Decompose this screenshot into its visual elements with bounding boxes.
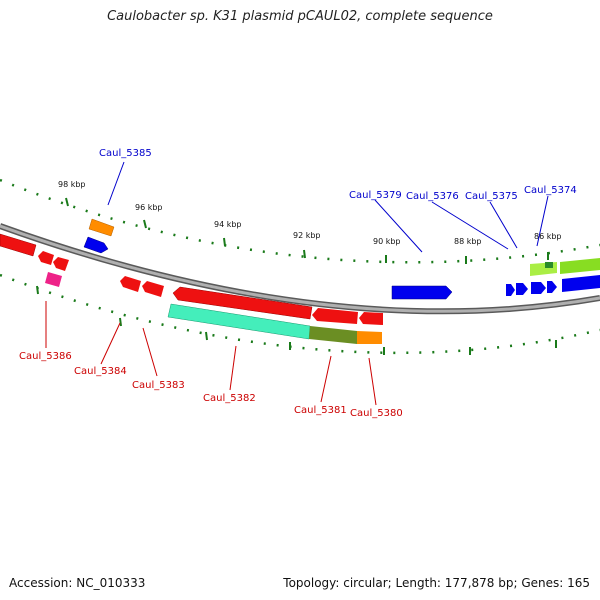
gene-caul-5380[interactable] (357, 331, 382, 344)
major-tick (303, 249, 306, 259)
label-caul-5380[interactable]: Caul_5380 (350, 408, 403, 419)
major-tick (223, 237, 226, 247)
gene-small-blue-4[interactable] (547, 281, 557, 293)
label-caul-5376[interactable]: Caul_5376 (406, 191, 459, 202)
connector-caul-5375 (489, 201, 518, 249)
label-caul-5386[interactable]: Caul_5386 (19, 351, 72, 362)
connector-caul-5376 (431, 201, 509, 250)
major-tick (65, 197, 69, 207)
scale-label-98: 98 kbp (58, 180, 86, 189)
label-caul-5374[interactable]: Caul_5374 (524, 185, 577, 196)
gene-caul-5386[interactable] (45, 272, 62, 287)
gene-blue-right[interactable] (562, 275, 600, 292)
label-caul-5385[interactable]: Caul_5385 (99, 148, 152, 159)
gene-red-mid[interactable] (312, 308, 358, 324)
gene-red-small-1[interactable] (38, 251, 54, 265)
summary-text: Topology: circular; Length: 177,878 bp; … (283, 576, 590, 590)
connector-caul-5374 (536, 195, 549, 247)
label-caul-5383[interactable]: Caul_5383 (132, 380, 185, 391)
connector-caul-5382 (229, 345, 237, 391)
gene-red-small-2[interactable] (53, 257, 69, 271)
scale-label-94: 94 kbp (214, 220, 242, 229)
scale-label-86: 86 kbp (534, 232, 562, 241)
connector-caul-5381 (320, 355, 332, 403)
scale-label-90: 90 kbp (373, 237, 401, 246)
gene-orange-forward[interactable] (88, 218, 115, 237)
gene-caul-5383[interactable] (142, 281, 164, 297)
backbone-arc (0, 224, 600, 313)
connector-caul-5379 (374, 199, 423, 253)
label-caul-5381[interactable]: Caul_5381 (294, 405, 347, 416)
connector-caul-5384 (100, 322, 121, 365)
gene-small-blue-3[interactable] (531, 282, 546, 294)
gene-caul-5379[interactable] (391, 285, 453, 300)
scale-label-96: 96 kbp (135, 203, 163, 212)
major-ticks (36, 197, 557, 355)
major-tick (119, 317, 122, 327)
connector-caul-5380 (368, 357, 377, 406)
gene-red-left[interactable] (0, 233, 37, 257)
label-caul-5375[interactable]: Caul_5375 (465, 191, 518, 202)
label-caul-5379[interactable]: Caul_5379 (349, 190, 402, 201)
forward-connectors (107, 161, 549, 253)
label-caul-5382[interactable]: Caul_5382 (203, 393, 256, 404)
scale-label-88: 88 kbp (454, 237, 482, 246)
gene-small-blue-1[interactable] (506, 284, 515, 296)
connector-caul-5385 (107, 161, 125, 206)
gene-green-right[interactable] (560, 258, 600, 274)
scale-label-92: 92 kbp (293, 231, 321, 240)
major-tick (205, 331, 208, 341)
gene-red-long[interactable] (172, 286, 313, 320)
major-tick (143, 219, 147, 229)
gene-caul-5384[interactable] (120, 276, 141, 292)
label-caul-5384[interactable]: Caul_5384 (74, 366, 127, 377)
reverse-connectors (45, 301, 377, 406)
gene-green-small[interactable] (545, 262, 553, 268)
major-tick (36, 285, 39, 295)
map-title: Caulobacter sp. K31 plasmid pCAUL02, com… (107, 9, 493, 24)
gene-caul-5385[interactable] (83, 236, 109, 254)
gene-small-blue-2[interactable] (516, 283, 528, 295)
gene-caul-5381[interactable] (309, 326, 357, 344)
accession-text: Accession: NC_010333 (9, 576, 146, 590)
connector-caul-5383 (142, 327, 158, 377)
gene-red-right[interactable] (359, 312, 383, 325)
